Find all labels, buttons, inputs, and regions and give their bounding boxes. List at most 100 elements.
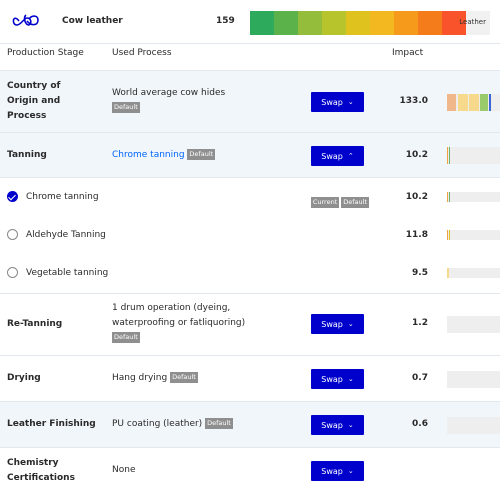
bar-segment bbox=[480, 94, 488, 111]
option-label: Aldehyde Tanning bbox=[26, 230, 106, 240]
swap-label: Swap bbox=[321, 420, 343, 430]
default-tag: Default bbox=[187, 149, 216, 160]
radio-checked-icon[interactable] bbox=[7, 191, 18, 202]
impact-value: 1.2 bbox=[412, 318, 428, 328]
col-production-stage: Production Stage bbox=[7, 48, 84, 58]
process-name[interactable]: Chrome tanning Default bbox=[112, 148, 216, 163]
swap-label: Swap bbox=[321, 466, 343, 476]
process-label: Chrome tanning bbox=[112, 150, 185, 160]
stage-row-drying: Drying Hang drying Default Swap ⌄ 0.7 bbox=[0, 356, 500, 402]
swap-button[interactable]: Swap ⌃ bbox=[311, 146, 364, 166]
tanning-option[interactable]: Chrome tanning Current Default 10.2 bbox=[0, 178, 500, 216]
bar-segment bbox=[449, 147, 450, 164]
product-name: Cow leather bbox=[62, 16, 123, 26]
stage-row-retanning: Re-Tanning 1 drum operation (dyeing, wat… bbox=[0, 294, 500, 356]
swap-button[interactable]: Swap ⌄ bbox=[311, 369, 364, 389]
chevron-down-icon: ⌄ bbox=[347, 467, 354, 475]
col-impact: Impact bbox=[392, 48, 424, 58]
chevron-down-icon: ⌄ bbox=[347, 421, 354, 429]
option-impact: 11.8 bbox=[405, 230, 428, 240]
option-impact: 9.5 bbox=[412, 268, 428, 278]
swap-button[interactable]: Swap ⌄ bbox=[311, 415, 364, 435]
process-name: World average cow hides Default bbox=[112, 86, 225, 116]
chevron-down-icon: ⌄ bbox=[347, 320, 354, 328]
swap-label: Swap bbox=[321, 319, 343, 329]
chevron-down-icon: ⌄ bbox=[347, 375, 354, 383]
stage-name: Leather Finishing bbox=[7, 419, 96, 429]
stage-name: Re-Tanning bbox=[7, 319, 63, 329]
bar-segment bbox=[447, 94, 456, 111]
default-tag: Default bbox=[205, 418, 233, 429]
swap-label: Swap bbox=[321, 151, 343, 161]
option-bar bbox=[447, 192, 500, 202]
tanning-option[interactable]: Aldehyde Tanning 11.8 bbox=[0, 216, 500, 254]
scale-segment bbox=[346, 11, 370, 35]
scale-segment bbox=[442, 11, 466, 35]
stage-row-origin: Country of Origin and Process World aver… bbox=[0, 71, 500, 133]
default-tag: Default bbox=[341, 197, 369, 208]
bar-segment bbox=[449, 192, 450, 202]
impact-bar bbox=[447, 316, 500, 333]
bar-segment bbox=[458, 94, 468, 111]
scale-label: Leather bbox=[459, 18, 486, 26]
process-label: 1 drum operation (dyeing, waterproofing … bbox=[112, 303, 246, 328]
option-label: Chrome tanning bbox=[26, 192, 99, 202]
chevron-up-icon: ⌃ bbox=[347, 152, 354, 160]
option-impact: 10.2 bbox=[405, 192, 428, 202]
radio-unchecked-icon[interactable] bbox=[7, 267, 18, 278]
bar-segment bbox=[489, 94, 491, 111]
chevron-down-icon: ⌄ bbox=[347, 98, 354, 106]
impact-value: 0.6 bbox=[412, 419, 428, 429]
process-label: Hang drying bbox=[112, 373, 168, 383]
product-header: Cow leather 159 Leather bbox=[0, 0, 500, 44]
stage-name: Country of Origin and Process bbox=[7, 81, 61, 121]
stage-name: Chemistry Certifications bbox=[7, 458, 75, 483]
impact-bar bbox=[447, 94, 500, 111]
current-tag: Current bbox=[310, 197, 340, 208]
bar-segment bbox=[469, 94, 479, 111]
scale-segment bbox=[370, 11, 394, 35]
swap-label: Swap bbox=[321, 374, 343, 384]
impact-value: 133.0 bbox=[399, 96, 428, 106]
process-label: None bbox=[112, 465, 136, 475]
option-bar bbox=[447, 230, 500, 240]
process-name: None bbox=[112, 463, 135, 478]
process-label: PU coating (leather) bbox=[112, 419, 203, 429]
col-used-process: Used Process bbox=[112, 48, 172, 58]
stage-name: Drying bbox=[7, 373, 41, 383]
scale-segment bbox=[298, 11, 322, 35]
radio-unchecked-icon[interactable] bbox=[7, 229, 18, 240]
tanning-option[interactable]: Vegetable tanning 9.5 bbox=[0, 254, 500, 294]
total-impact: 159 bbox=[216, 16, 235, 26]
swap-button[interactable]: Swap ⌄ bbox=[311, 461, 364, 481]
bar-segment bbox=[447, 147, 448, 164]
swap-label: Swap bbox=[321, 97, 343, 107]
stage-row-chemistry: Chemistry Certifications None Swap ⌄ bbox=[0, 448, 500, 492]
default-tag: Default bbox=[112, 102, 140, 113]
impact-bar bbox=[447, 417, 500, 434]
stage-name: Tanning bbox=[7, 150, 47, 160]
bar-segment bbox=[447, 192, 448, 202]
stage-row-finishing: Leather Finishing PU coating (leather) D… bbox=[0, 402, 500, 448]
option-tags: Current Default bbox=[309, 192, 369, 211]
default-tag: Default bbox=[112, 332, 140, 343]
impact-bar bbox=[447, 371, 500, 388]
scale-segment bbox=[466, 11, 490, 35]
scale-segment bbox=[274, 11, 298, 35]
process-name: PU coating (leather) Default bbox=[112, 417, 233, 432]
table-header: Production Stage Used Process Impact bbox=[0, 44, 500, 71]
process-name: 1 drum operation (dyeing, waterproofing … bbox=[112, 301, 282, 346]
option-label: Vegetable tanning bbox=[26, 268, 109, 278]
impact-scale: Leather bbox=[250, 11, 490, 35]
bar-segment bbox=[447, 268, 449, 278]
scale-segment bbox=[394, 11, 418, 35]
impact-bar bbox=[447, 147, 500, 164]
impact-value: 10.2 bbox=[405, 150, 428, 160]
scale-segment bbox=[250, 11, 274, 35]
swap-button[interactable]: Swap ⌄ bbox=[311, 92, 364, 112]
process-label: World average cow hides bbox=[112, 88, 226, 98]
scale-segment bbox=[322, 11, 346, 35]
bar-segment bbox=[447, 230, 448, 240]
bar-segment bbox=[449, 230, 450, 240]
swap-button[interactable]: Swap ⌄ bbox=[311, 314, 364, 334]
